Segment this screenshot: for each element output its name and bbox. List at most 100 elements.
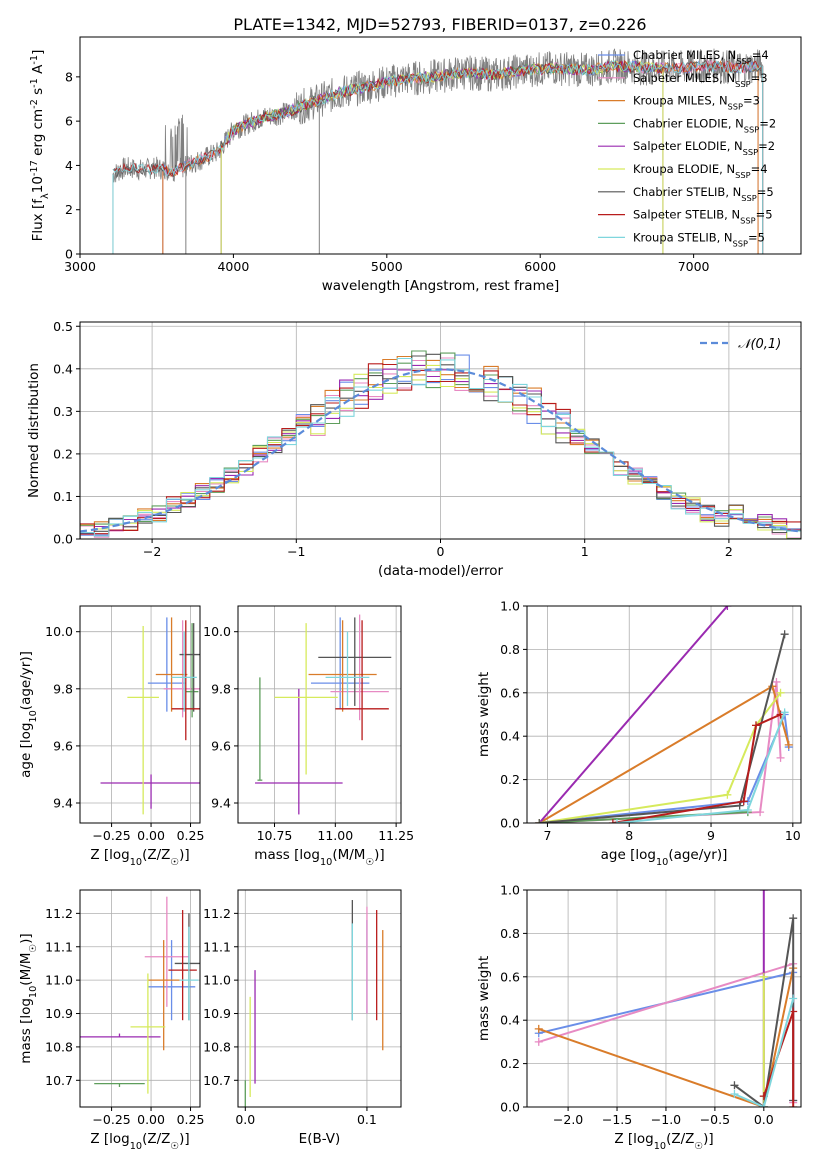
weight-marker [789,914,798,923]
y-tick-label: 0.2 [53,446,73,461]
errorbar-point [330,614,389,721]
weight-marker [789,1103,798,1107]
errorbar-point [185,623,199,718]
plot-area [244,900,384,1107]
y-tick-label: 9.8 [53,681,73,696]
weight-marker [612,819,621,823]
y-tick-label: 9.4 [53,796,73,811]
y-tick-label: 9.8 [211,681,231,696]
x-tick-label: 7 [543,828,551,843]
x-tick-label: 11.00 [317,828,353,843]
weight-marker [739,797,748,806]
y-tick-label: 0.4 [500,729,520,744]
y-tick-label: 11.1 [203,939,231,954]
axis-frame: −2 −1 0 1 2 0.0 0.1 0.2 0.3 0.4 0.5 (data-model)/er… [26,319,802,579]
x-axis-label: wavelength [Angstrom, rest frame] [322,278,560,294]
weight-marker [730,1081,739,1090]
x-tick-label: 10.75 [257,828,293,843]
errorbar-point [168,910,197,1021]
y-axis-label: Flux [fλ10-17 erg cm-2 s-1 A-1] [29,50,51,242]
axis-frame: −0.25 0.00 0.25 10.7 10.8 10.9 11.0 11.1 11.2 Z [… [18,889,205,1152]
weight-marker [723,790,732,799]
x-tick-label: 0.25 [177,828,205,843]
errorbar-point [255,688,343,815]
legend-label: Kroupa MILES, NSSP=3 [633,94,760,112]
x-tick-label: 0.0 [235,1112,255,1127]
errorbar-point [310,617,370,709]
x-tick-label: −1 [287,544,305,559]
errorbar-point [94,1082,145,1087]
gaussian-curve [80,368,801,533]
legend-label: Chabrier STELIB, NSSP=5 [633,185,774,203]
y-axis-label: mass [log10(M/M☉)] [18,933,39,1063]
y-tick-label: 0.1 [53,489,73,504]
errorbar-point [100,774,200,809]
x-tick-label: 0.00 [137,828,165,843]
y-tick-label: 9.6 [53,738,73,753]
frame [79,36,802,255]
x-tick-label: 3000 [64,259,96,274]
x-tick-label: 0.0 [754,1112,774,1127]
errorbar-point [179,926,199,1021]
axis-frame: 3000 4000 5000 6000 7000 0 2 4 6 8 wavelength [Ang… [29,36,802,294]
errorbar-point [335,620,389,741]
weight-marker [784,740,793,749]
y-axis-label: age [log10(age/yr)] [18,651,39,778]
frame [237,605,402,824]
legend-label: Salpeter ELODIE, NSSP=2 [633,139,775,157]
y-tick-label: 10.7 [203,1073,231,1088]
x-axis-label: (data-model)/error [378,563,504,579]
plot-area [80,350,801,539]
plot-area [534,890,798,1107]
x-tick-label: −2 [143,544,161,559]
legend-label: Chabrier ELODIE, NSSP=2 [633,116,776,134]
weight-marker [759,972,768,981]
x-axis-label: age [log10(age/yr)] [601,847,728,868]
axis-frame: 7 8 9 10 0.0 0.2 0.4 0.6 0.8 1.0 age [log10(age/yr… [476,599,802,868]
axis-frame: −2.0 −1.5 −1.0 −0.5 0.0 0.0 0.2 0.4 0.6 0.8 1.0 Z [… [476,883,802,1152]
weight-marker [730,1089,739,1098]
y-tick-label: 9.6 [211,738,231,753]
y-tick-label: 8 [65,69,73,84]
figure-title: PLATE=1342, MJD=52793, FIBERID=0137, z=0… [233,15,646,34]
y-tick-label: 10.9 [45,1006,73,1021]
y-tick-label: 9.4 [211,796,231,811]
x-tick-label: 0.25 [177,1112,205,1127]
plot-area [535,606,793,823]
x-tick-label: 4000 [217,259,249,274]
y-tick-label: 0.0 [500,1100,520,1115]
weight-marker [752,721,761,730]
y-axis-label: mass weight [476,956,492,1041]
y-tick-label: 0 [65,247,73,262]
weight-marker [743,805,752,814]
weight-marker [789,994,798,1003]
x-axis-label: E(B-V) [299,1131,341,1147]
x-tick-label: 1 [581,544,589,559]
y-tick-label: 0.3 [53,404,73,419]
y-tick-label: 11.2 [203,906,231,921]
errorbar-point [147,617,186,712]
weight-marker [534,1024,543,1033]
y-tick-label: 0.8 [500,642,520,657]
x-axis-label: Z [log10(Z/Z☉)] [614,1131,713,1152]
axis-frame: 10.75 11.00 11.25 9.4 9.6 9.8 10.0 mass [log10(… [203,605,414,868]
y-tick-label: 0.0 [500,816,520,831]
legend-label: Kroupa ELODIE, NSSP=4 [633,162,768,180]
x-tick-label: −1.5 [602,1112,632,1127]
weight-marker [756,808,765,817]
plot-area [100,617,200,815]
y-tick-label: 1.0 [500,883,520,898]
x-tick-label: 0 [437,544,445,559]
frame [526,605,802,824]
axes-mass_vs_Z: −0.25 0.00 0.25 10.7 10.8 10.9 11.0 11.1 11.2 Z [… [18,889,205,1152]
x-tick-label: 7000 [678,259,710,274]
x-tick-label: −0.25 [92,1112,130,1127]
weight-marker [535,819,544,823]
y-tick-label: 4 [65,158,73,173]
frame [79,605,201,824]
errorbar-point [171,631,197,712]
y-tick-label: 0.4 [53,361,73,376]
errorbar-point [144,896,189,1007]
y-tick-label: 1.0 [500,599,520,614]
